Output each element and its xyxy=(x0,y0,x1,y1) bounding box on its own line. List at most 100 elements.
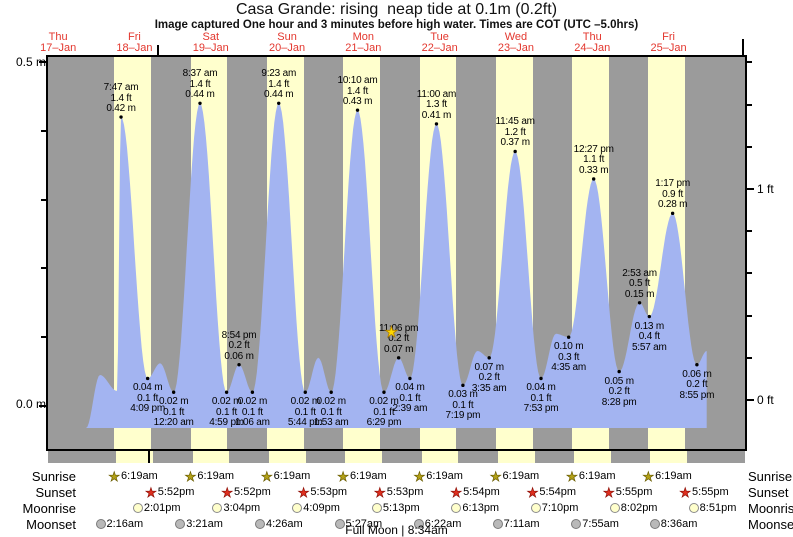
sunset-row-label-right: Sunset xyxy=(748,485,789,500)
day-label: Wed 23–Jan xyxy=(497,31,534,54)
sunrise-time-label: 6:19am xyxy=(502,470,540,482)
moonset-time: 2:16am xyxy=(95,517,143,531)
y-axis-label-left-bottom: 0.0 m xyxy=(15,397,46,411)
moonset-time: 7:11am xyxy=(492,517,540,531)
day-label: Fri 18–Jan xyxy=(116,31,153,54)
moonset-time: 6:22am xyxy=(413,517,461,531)
day-night-band xyxy=(48,451,745,463)
axis-tick xyxy=(148,451,150,463)
moonrise-time: 8:02pm xyxy=(609,501,657,515)
high-tide-dot xyxy=(355,108,360,112)
moonset-circle-icon xyxy=(254,519,265,529)
sunset-star-icon: ★ xyxy=(603,484,615,500)
low-tide-annotation: 0.05 m 0.2 ft 8:28 pm xyxy=(601,375,637,408)
sunrise-star-icon: ★ xyxy=(413,468,426,484)
sunset-time-label: 5:54pm xyxy=(463,486,500,498)
low-tide-annotation: 0.02 m 0.1 ft 6:29 pm xyxy=(366,396,402,429)
moonrise-time-label: 3:04pm xyxy=(223,502,261,514)
sunrise-star-icon: ★ xyxy=(642,468,655,484)
low-tide-annotation: 0.04 m 0.1 ft 7:53 pm xyxy=(523,382,559,415)
sunset-time-label: 5:55pm xyxy=(692,486,729,498)
sunset-star-icon: ★ xyxy=(679,484,692,500)
sunrise-star-icon: ★ xyxy=(260,468,273,484)
low-tide-annotation: 0.04 m 0.1 ft 2:39 am xyxy=(392,382,428,415)
high-tide-annotation: 2:53 am 0.5 ft 0.15 m xyxy=(622,267,657,300)
high-tide-annotation: 11:06 pm 0.2 ft 0.07 m xyxy=(378,322,419,355)
moonrise-time: 6:13pm xyxy=(451,501,499,515)
moonrise-time: 7:10pm xyxy=(530,501,578,515)
sunset-star-icon: ★ xyxy=(526,484,539,500)
sunset-star-icon: ★ xyxy=(450,484,463,500)
sunset-time: ★ 5:55pm xyxy=(603,484,653,500)
axis-tick xyxy=(747,103,752,106)
moonrise-time-label: 8:51pm xyxy=(699,502,737,514)
y-axis-label-left-top: 0.5 m xyxy=(15,55,46,69)
low-tide-annotation: 0.07 m 0.2 ft 3:35 am xyxy=(471,361,507,394)
low-tide-dot xyxy=(171,390,176,394)
high-tide-dot xyxy=(198,101,202,105)
sunset-time: ★ 5:55pm xyxy=(679,484,729,500)
daylight-stripe xyxy=(345,451,383,463)
day-label: Mon 21–Jan xyxy=(345,31,382,54)
moonrise-time: 8:51pm xyxy=(688,501,737,515)
sunset-time: ★ 5:54pm xyxy=(526,484,576,500)
sunrise-time-label: 6:19am xyxy=(426,470,463,482)
low-tide-dot xyxy=(303,390,307,394)
low-tide-annotation: 0.03 m 0.1 ft 7:19 pm xyxy=(445,389,481,422)
sunrise-time: ★ 6:19am xyxy=(184,469,235,483)
low-tide-annotation: 0.13 m 0.4 ft 5:57 am xyxy=(631,320,667,353)
low-tide-dot xyxy=(145,376,150,381)
sunset-star-icon: ★ xyxy=(221,484,234,500)
moonset-time: 4:26am xyxy=(254,517,303,531)
moonset-time-label: 8:36am xyxy=(660,518,698,530)
sunrise-time: ★ 6:19am xyxy=(490,469,540,483)
high-tide-dot xyxy=(670,211,675,216)
daylight-stripe xyxy=(650,451,688,463)
moonset-circle-icon xyxy=(413,519,424,529)
low-tide-dot xyxy=(617,369,621,374)
sunset-time: ★ 5:52pm xyxy=(145,485,195,499)
sunrise-row-label-right: Sunrise xyxy=(748,469,793,484)
sunset-time: ★ 5:52pm xyxy=(221,484,271,500)
axis-tick xyxy=(41,129,46,132)
high-tide-annotation: 11:45 am 1.2 ft 0.37 m xyxy=(495,116,535,149)
page-subtitle: Image captured One hour and 3 minutes be… xyxy=(154,19,639,31)
daylight-stripe xyxy=(497,451,535,463)
moonrise-row-label-right: Moonrise xyxy=(748,501,793,516)
axis-tick xyxy=(39,405,46,407)
low-tide-dot xyxy=(695,363,699,367)
moonrise-time-label: 5:13pm xyxy=(382,502,420,514)
sunset-time-label: 5:52pm xyxy=(234,486,271,498)
moonset-circle-icon xyxy=(492,519,503,529)
low-tide-dot xyxy=(250,390,255,394)
axis-tick xyxy=(747,145,752,148)
moonrise-circle-icon xyxy=(530,503,541,513)
moonrise-time-label: 4:09pm xyxy=(303,502,340,514)
sunset-time: ★ 5:53pm xyxy=(374,485,424,499)
axis-tick xyxy=(157,45,159,57)
sunset-star-icon: ★ xyxy=(297,484,310,500)
sunset-row-label-left: Sunset xyxy=(35,485,76,500)
high-tide-dot xyxy=(237,363,241,367)
moonset-time: 3:21am xyxy=(175,517,223,531)
high-tide-annotation: 7:47 am 1.4 ft 0.42 m xyxy=(103,82,139,115)
moonrise-circle-icon xyxy=(212,503,223,513)
low-tide-annotation: 0.02 m 0.1 ft 12:20 am xyxy=(153,396,194,429)
axis-tick xyxy=(747,356,752,359)
low-tide-annotation: 0.02 m 0.1 ft 1:06 am xyxy=(235,396,270,429)
high-tide-dot xyxy=(396,356,401,360)
sunset-time-label: 5:53pm xyxy=(386,486,424,498)
moonset-time: 8:36am xyxy=(649,517,698,531)
moonrise-circle-icon xyxy=(451,503,462,513)
daylight-stripe xyxy=(116,451,154,463)
moonrise-time: 4:09pm xyxy=(292,501,340,515)
axis-tick xyxy=(41,198,46,201)
low-tide-annotation: 0.02 m 0.1 ft 5:44 pm xyxy=(287,396,323,429)
low-tide-dot xyxy=(382,390,386,394)
day-label: Sun 20–Jan xyxy=(269,31,306,54)
sunrise-time-label: 6:19am xyxy=(197,470,235,482)
axis-tick xyxy=(747,188,754,190)
moonset-circle-icon xyxy=(175,519,186,529)
day-label: Sat 19–Jan xyxy=(192,31,229,54)
